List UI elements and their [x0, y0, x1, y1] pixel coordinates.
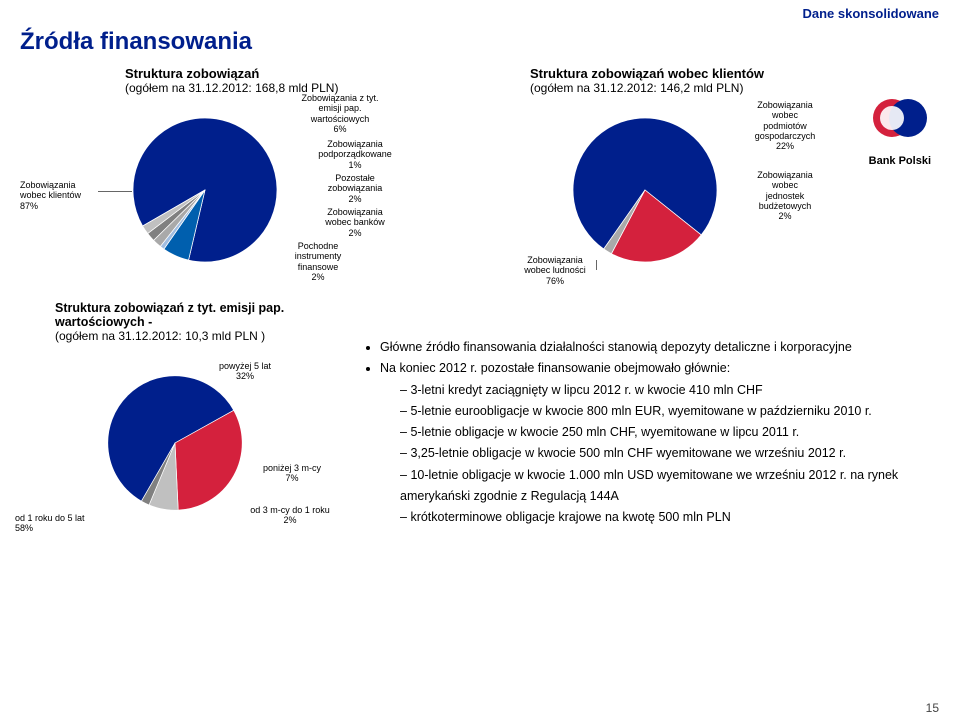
c1-l1: Zobowiązania z tyt. emisji pap. wartości… — [301, 93, 378, 124]
c2-l1: Zobowiązaniawobecpodmiotówgospodarczych — [755, 100, 816, 141]
chart2-subtitle: (ogółem na 31.12.2012: 146,2 mld PLN) — [530, 81, 900, 95]
c3-l2: poniżej 3 m-cy — [263, 463, 321, 473]
c1-l2: Zobowiązaniapodporządkowane — [318, 139, 392, 159]
c1-p3: 2% — [348, 194, 361, 204]
chart1-pie: Zobowiązania wobec klientów 87% Zobowiąz… — [20, 95, 440, 295]
chart1-subtitle: (ogółem na 31.12.2012: 168,8 mld PLN) — [125, 81, 440, 95]
bullets-block: Główne źródło finansowania działalności … — [360, 337, 939, 553]
c2-l0: Zobowiązaniawobec ludności — [524, 255, 586, 275]
c3-l0: od 1 roku do 5 lat — [15, 513, 85, 523]
chart2-pie: Zobowiązaniawobec ludności 76% Zobowiąza… — [480, 95, 900, 295]
chart2-title: Struktura zobowiązań wobec klientów — [530, 66, 900, 81]
page-number: 15 — [926, 701, 939, 715]
bullet-1: Główne źródło finansowania działalności … — [380, 337, 939, 358]
chart3-pie: od 1 roku do 5 lat 58% powyżej 5 lat 32%… — [20, 343, 350, 553]
header-right: Dane skonsolidowane — [802, 6, 939, 21]
bullet-2: Na koniec 2012 r. pozostałe finansowanie… — [380, 358, 939, 528]
c3-p3: 2% — [283, 515, 296, 525]
c3-p0: 58% — [15, 523, 33, 533]
sub-bullet: 5-letnie obligacje w kwocie 250 mln CHF,… — [400, 422, 939, 443]
c1-l5: Pochodneinstrumentyfinansowe — [295, 241, 342, 272]
c1-l0: Zobowiązania wobec klientów — [20, 180, 81, 200]
sub-bullet: 5-letnie euroobligacje w kwocie 800 mln … — [400, 401, 939, 422]
chart1-title: Struktura zobowiązań — [125, 66, 440, 81]
sub-bullet: 3,25-letnie obligacje w kwocie 500 mln C… — [400, 443, 939, 464]
c2-p0: 76% — [546, 276, 564, 286]
c2-p1: 22% — [776, 141, 794, 151]
sub-bullet: krótkoterminowe obligacje krajowe na kwo… — [400, 507, 939, 528]
c3-l1: powyżej 5 lat — [219, 361, 271, 371]
c2-l2: Zobowiązaniawobecjednostekbudżetowych — [757, 170, 813, 211]
c1-p2: 1% — [348, 160, 361, 170]
sub-bullet: 3-letni kredyt zaciągnięty w lipcu 2012 … — [400, 380, 939, 401]
sub-bullet: 10-letnie obligacje w kwocie 1.000 mln U… — [400, 465, 939, 508]
c1-p5: 2% — [311, 272, 324, 282]
c3-p2: 7% — [285, 473, 298, 483]
c3-l3: od 3 m-cy do 1 roku — [250, 505, 330, 515]
c3-p1: 32% — [236, 371, 254, 381]
c1-l4: Zobowiązaniawobec banków — [325, 207, 385, 227]
c1-p4: 2% — [348, 228, 361, 238]
chart3-title: Struktura zobowiązań z tyt. emisji pap. … — [55, 301, 350, 329]
c1-l3: Pozostałezobowiązania — [328, 173, 383, 193]
c2-p2: 2% — [778, 211, 791, 221]
chart3-subtitle: (ogółem na 31.12.2012: 10,3 mld PLN ) — [55, 329, 350, 343]
c1-p1: 6% — [333, 124, 346, 134]
page-title: Źródła finansowania — [20, 28, 939, 56]
c1-p0: 87% — [20, 201, 38, 211]
